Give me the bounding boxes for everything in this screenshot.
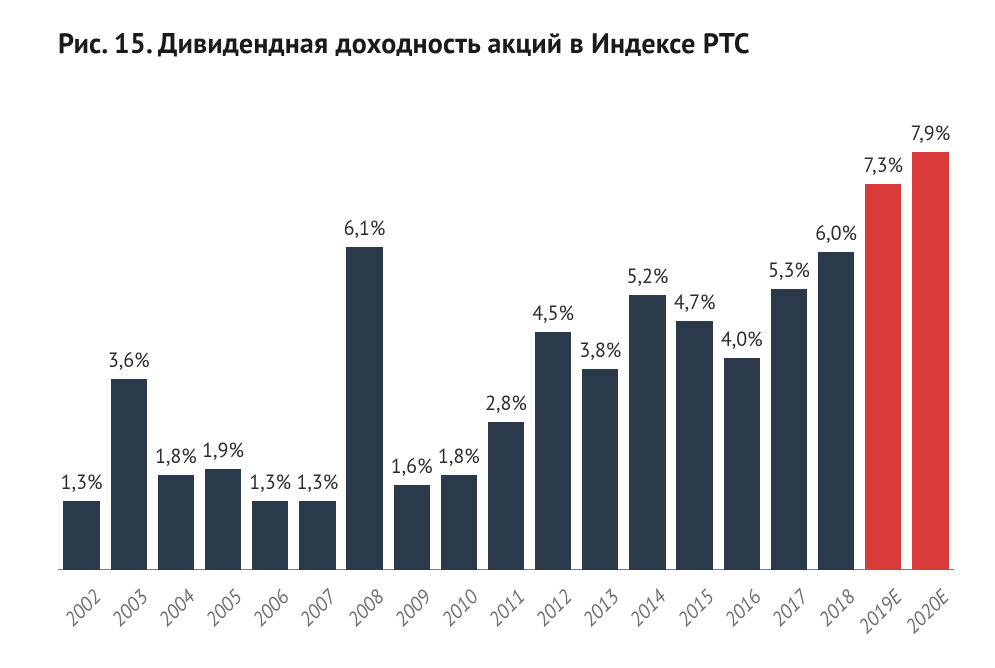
bar: 1,3% bbox=[299, 120, 335, 570]
bar-chart: 1,3%3,6%1,8%1,9%1,3%1,3%6,1%1,6%1,8%2,8%… bbox=[58, 120, 954, 570]
x-axis-label: 2009 bbox=[388, 584, 436, 632]
bar-value-label: 1,3% bbox=[296, 469, 338, 495]
bar-value-label: 6,0% bbox=[815, 220, 857, 246]
bar-value-label: 1,8% bbox=[438, 443, 480, 469]
bar-value-label: 4,7% bbox=[674, 289, 716, 315]
bar: 7,9% bbox=[912, 120, 948, 570]
x-axis-label: 2007 bbox=[294, 584, 342, 632]
bar-value-label: 4,5% bbox=[532, 300, 574, 326]
bar-fill bbox=[394, 485, 430, 570]
bar: 1,8% bbox=[158, 120, 194, 570]
plot-area: 1,3%3,6%1,8%1,9%1,3%1,3%6,1%1,6%1,8%2,8%… bbox=[58, 120, 954, 570]
bar-fill bbox=[205, 469, 241, 570]
x-axis-labels: 2002200320042005200620072008200920102011… bbox=[58, 574, 954, 664]
x-axis-label: 2017 bbox=[766, 584, 814, 632]
bar-fill bbox=[252, 501, 288, 570]
x-axis-label: 2013 bbox=[577, 584, 625, 632]
bar-value-label: 3,8% bbox=[579, 337, 621, 363]
bar: 3,8% bbox=[582, 120, 618, 570]
x-axis-label: 2005 bbox=[200, 584, 248, 632]
bar: 6,1% bbox=[346, 120, 382, 570]
bar-fill bbox=[63, 501, 99, 570]
bar-fill bbox=[111, 379, 147, 570]
bar: 1,9% bbox=[205, 120, 241, 570]
chart-title: Рис. 15. Дивидендная доходность акций в … bbox=[58, 24, 750, 61]
x-axis-label: 2016 bbox=[718, 584, 766, 632]
bar: 7,3% bbox=[865, 120, 901, 570]
bar-value-label: 7,9% bbox=[911, 120, 951, 146]
x-axis-label: 2004 bbox=[152, 584, 200, 632]
bar: 5,2% bbox=[629, 120, 665, 570]
bar-fill bbox=[629, 295, 665, 570]
x-axis-label: 2006 bbox=[247, 584, 295, 632]
x-axis-label: 2002 bbox=[58, 584, 106, 632]
x-axis-label: 2020E bbox=[900, 584, 955, 639]
bar: 1,8% bbox=[441, 120, 477, 570]
x-axis-label: 2014 bbox=[624, 584, 672, 632]
bar-fill bbox=[724, 358, 760, 570]
bar-value-label: 5,2% bbox=[627, 263, 669, 289]
bar: 4,0% bbox=[724, 120, 760, 570]
x-axis-label: 2003 bbox=[105, 584, 153, 632]
bar: 1,3% bbox=[63, 120, 99, 570]
bar-fill bbox=[158, 475, 194, 570]
bar: 1,3% bbox=[252, 120, 288, 570]
page: Рис. 15. Дивидендная доходность акций в … bbox=[0, 0, 995, 668]
bar: 4,7% bbox=[676, 120, 712, 570]
bar-fill bbox=[912, 152, 948, 570]
bar: 3,6% bbox=[111, 120, 147, 570]
bar-value-label: 1,3% bbox=[61, 469, 103, 495]
x-axis-label: 2008 bbox=[341, 584, 389, 632]
bar-fill bbox=[299, 501, 335, 570]
bar-fill bbox=[488, 422, 524, 570]
bar-fill bbox=[865, 184, 901, 570]
bar-fill bbox=[771, 289, 807, 570]
x-axis-label: 2018 bbox=[813, 584, 861, 632]
bar-value-label: 1,6% bbox=[391, 453, 433, 479]
bar: 6,0% bbox=[818, 120, 854, 570]
bar-fill bbox=[582, 369, 618, 570]
bar-value-label: 5,3% bbox=[768, 257, 810, 283]
bar-fill bbox=[818, 252, 854, 570]
x-axis-label: 2010 bbox=[435, 584, 483, 632]
x-axis-label: 2012 bbox=[530, 584, 578, 632]
bar-value-label: 6,1% bbox=[344, 215, 386, 241]
bar-value-label: 1,3% bbox=[249, 469, 291, 495]
bar-value-label: 4,0% bbox=[721, 326, 763, 352]
bar: 4,5% bbox=[535, 120, 571, 570]
bar-value-label: 7,3% bbox=[863, 152, 903, 178]
x-axis-label: 2011 bbox=[483, 584, 531, 632]
x-axis-label: 2015 bbox=[671, 584, 719, 632]
bar-value-label: 3,6% bbox=[108, 347, 150, 373]
bar: 2,8% bbox=[488, 120, 524, 570]
bar-fill bbox=[346, 247, 382, 570]
bar-value-label: 1,8% bbox=[155, 443, 197, 469]
bar-fill bbox=[441, 475, 477, 570]
bar-fill bbox=[535, 332, 571, 570]
bar-fill bbox=[676, 321, 712, 570]
bar-value-label: 2,8% bbox=[485, 390, 527, 416]
x-axis-label: 2019E bbox=[853, 584, 908, 639]
bar: 1,6% bbox=[394, 120, 430, 570]
bar-value-label: 1,9% bbox=[202, 437, 244, 463]
bar: 5,3% bbox=[771, 120, 807, 570]
